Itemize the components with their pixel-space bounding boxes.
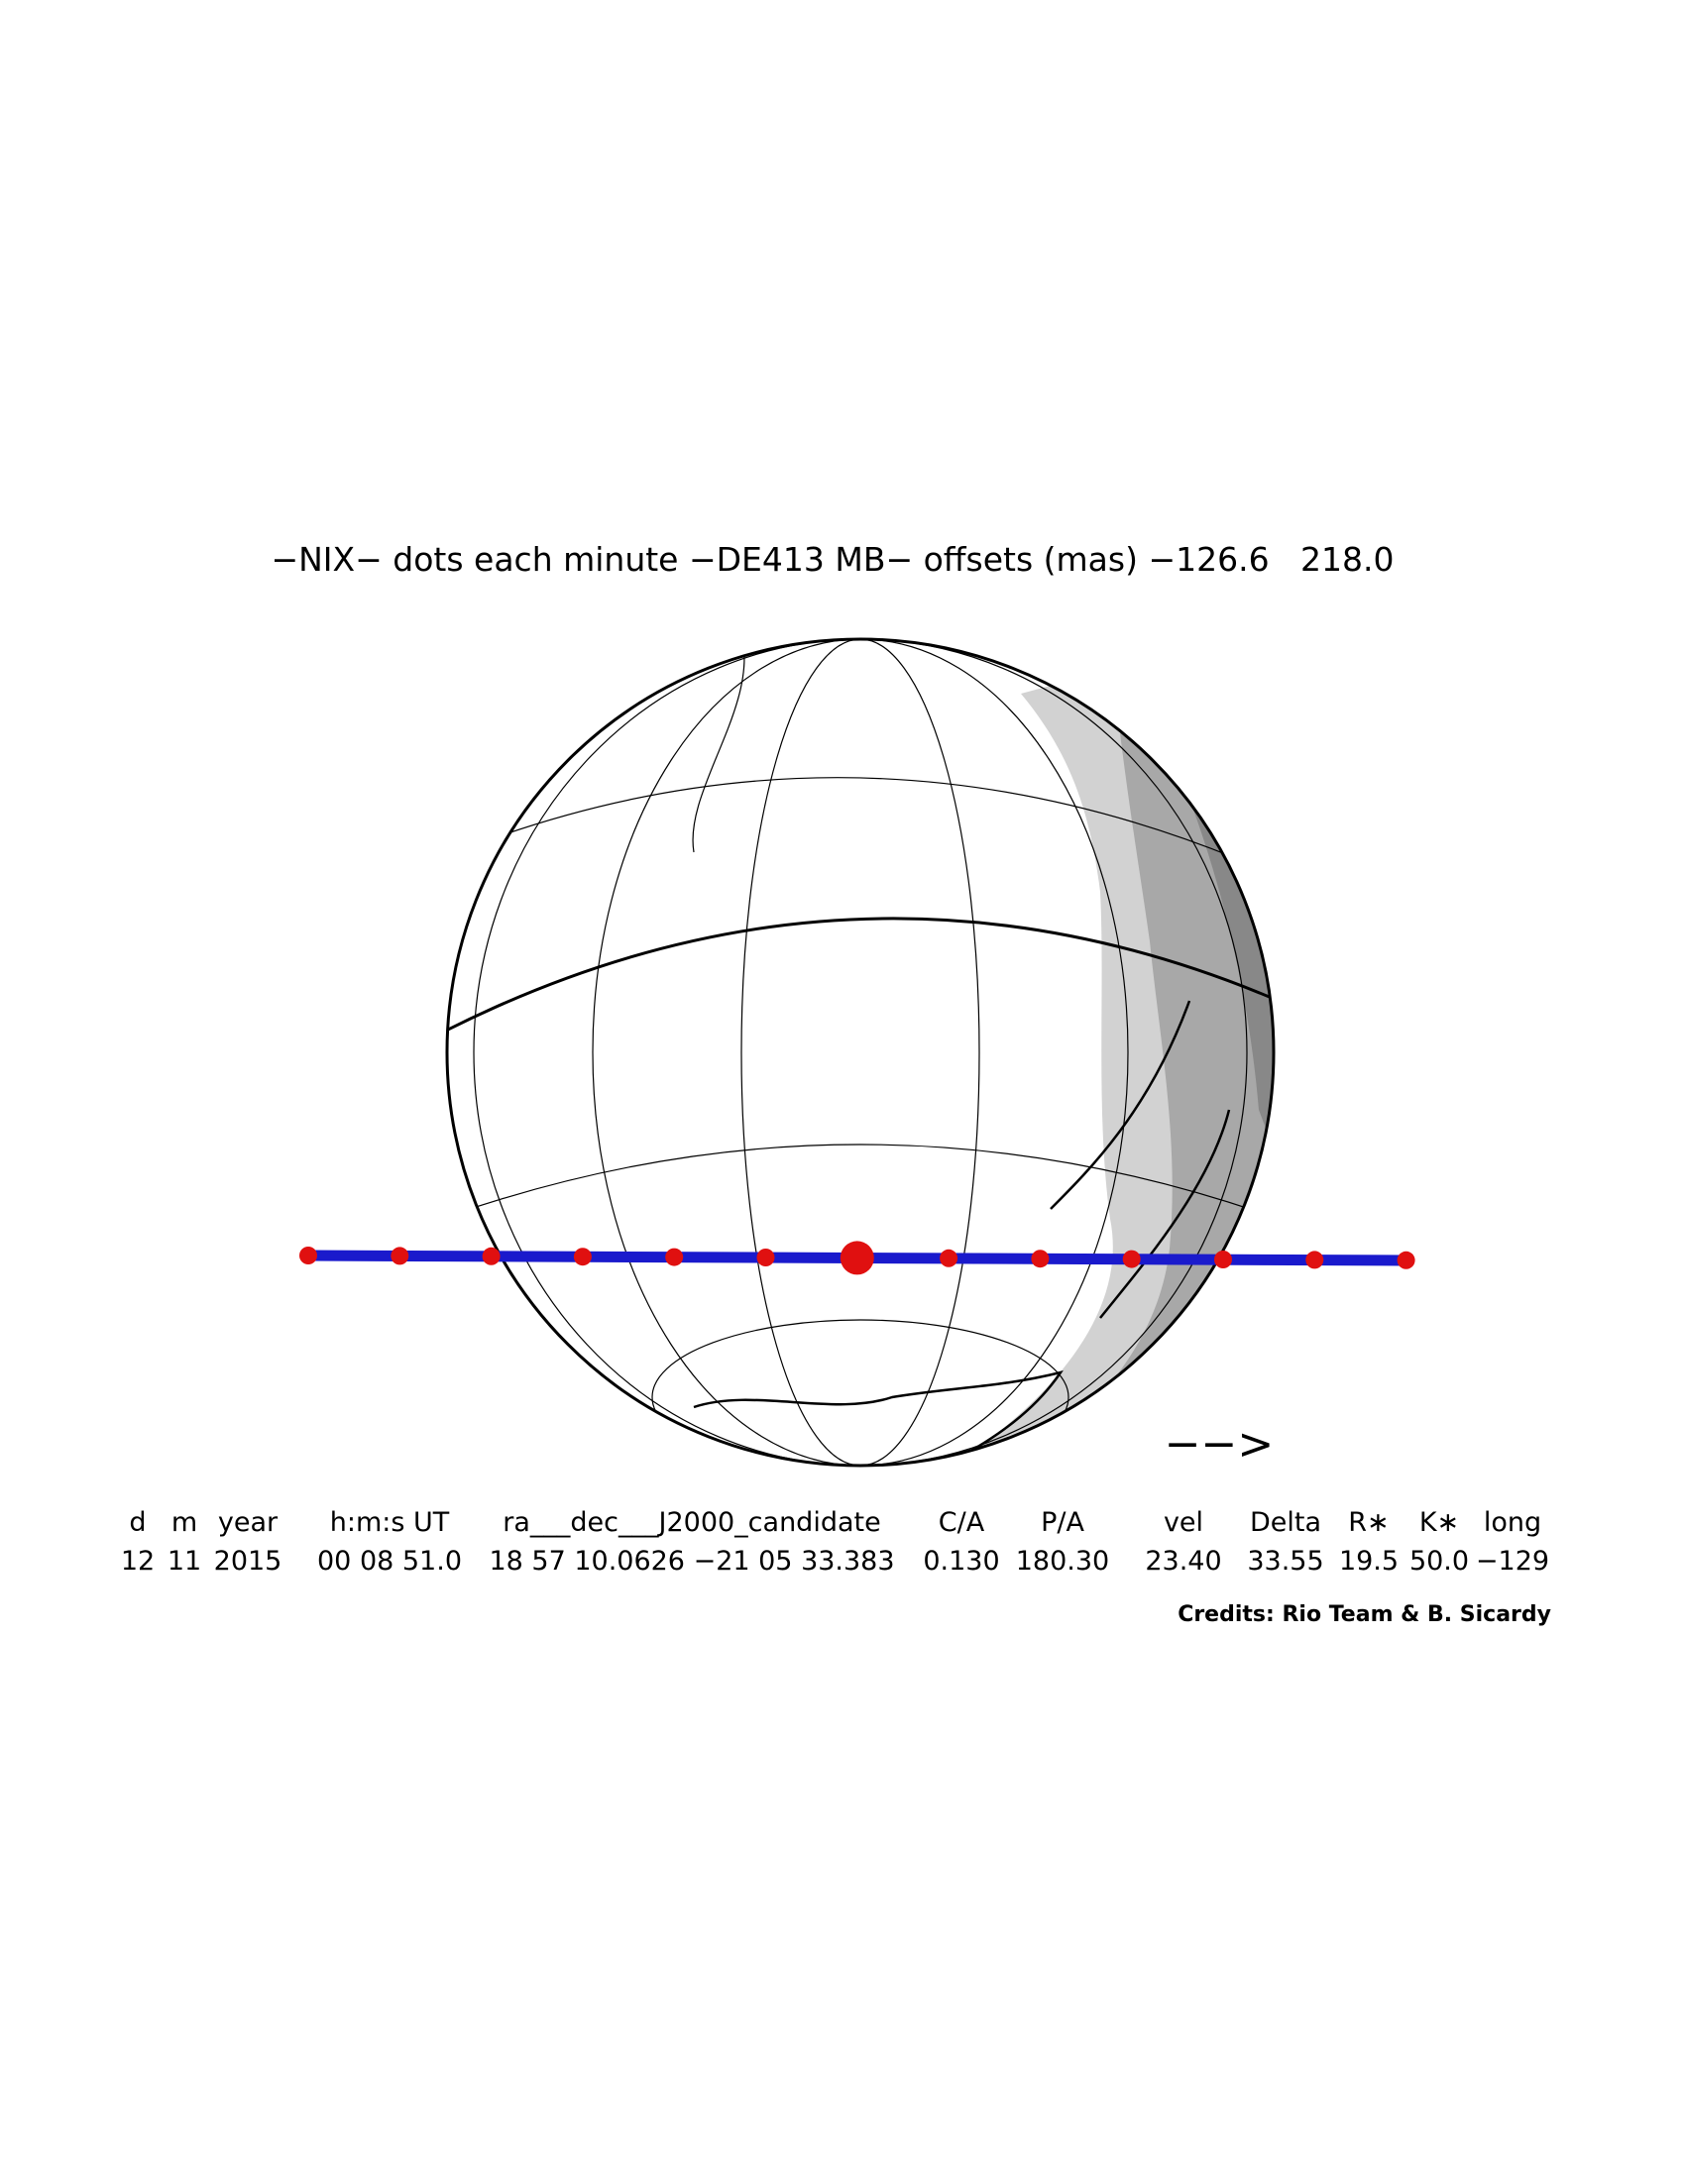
column-header: R∗ <box>1348 1507 1389 1538</box>
graticule <box>447 639 1274 1466</box>
table-cell: 50.0 <box>1409 1546 1469 1577</box>
table-cell: −129 <box>1476 1546 1549 1577</box>
path-dot <box>665 1248 684 1266</box>
globe <box>445 637 1276 1468</box>
column-header: long <box>1484 1507 1541 1538</box>
title: −NIX− dots each minute −DE413 MB− offset… <box>271 540 1394 579</box>
path-dot <box>1122 1250 1141 1268</box>
path-dot <box>840 1241 874 1275</box>
table-cell: 2015 <box>214 1546 282 1577</box>
path-dot <box>756 1249 775 1266</box>
column-header: K∗ <box>1419 1507 1459 1538</box>
path-dot <box>940 1249 958 1267</box>
path-dot <box>1397 1251 1415 1269</box>
path-dot <box>1031 1250 1050 1268</box>
path-dot <box>573 1248 592 1266</box>
path-dot <box>482 1247 501 1265</box>
column-header: h:m:s UT <box>330 1507 450 1538</box>
column-header: P/A <box>1041 1507 1084 1538</box>
credits: Credits: Rio Team & B. Sicardy <box>1178 1602 1551 1627</box>
column-header: d <box>129 1507 146 1538</box>
occultation-path <box>299 1241 1415 1275</box>
table-cell: 19.5 <box>1339 1546 1399 1577</box>
path-dot <box>391 1247 409 1265</box>
table-cell: 12 <box>121 1546 155 1577</box>
table-cell: 11 <box>168 1546 201 1577</box>
table-cell: 0.130 <box>923 1546 999 1577</box>
path-dot <box>299 1247 317 1264</box>
parameters-table: d m year h:m:s UT ra___dec___J2000_candidate… <box>121 1507 1549 1577</box>
table-cell: 180.30 <box>1016 1546 1109 1577</box>
table-cell: 33.55 <box>1247 1546 1323 1577</box>
column-header: year <box>218 1507 279 1538</box>
column-header: m <box>171 1507 197 1538</box>
column-header: Delta <box>1250 1507 1321 1538</box>
table-cell: 18 57 10.0626 −21 05 33.383 <box>489 1546 894 1577</box>
path-dot <box>1305 1251 1324 1269</box>
column-header: ra___dec___J2000_candidate <box>503 1507 880 1538</box>
direction-arrow: −−> <box>1165 1419 1275 1470</box>
column-header: vel <box>1164 1507 1203 1538</box>
path-dot <box>1214 1251 1232 1268</box>
table-cell: 00 08 51.0 <box>317 1546 462 1577</box>
table-cell: 23.40 <box>1145 1546 1221 1577</box>
column-header: C/A <box>939 1507 985 1538</box>
